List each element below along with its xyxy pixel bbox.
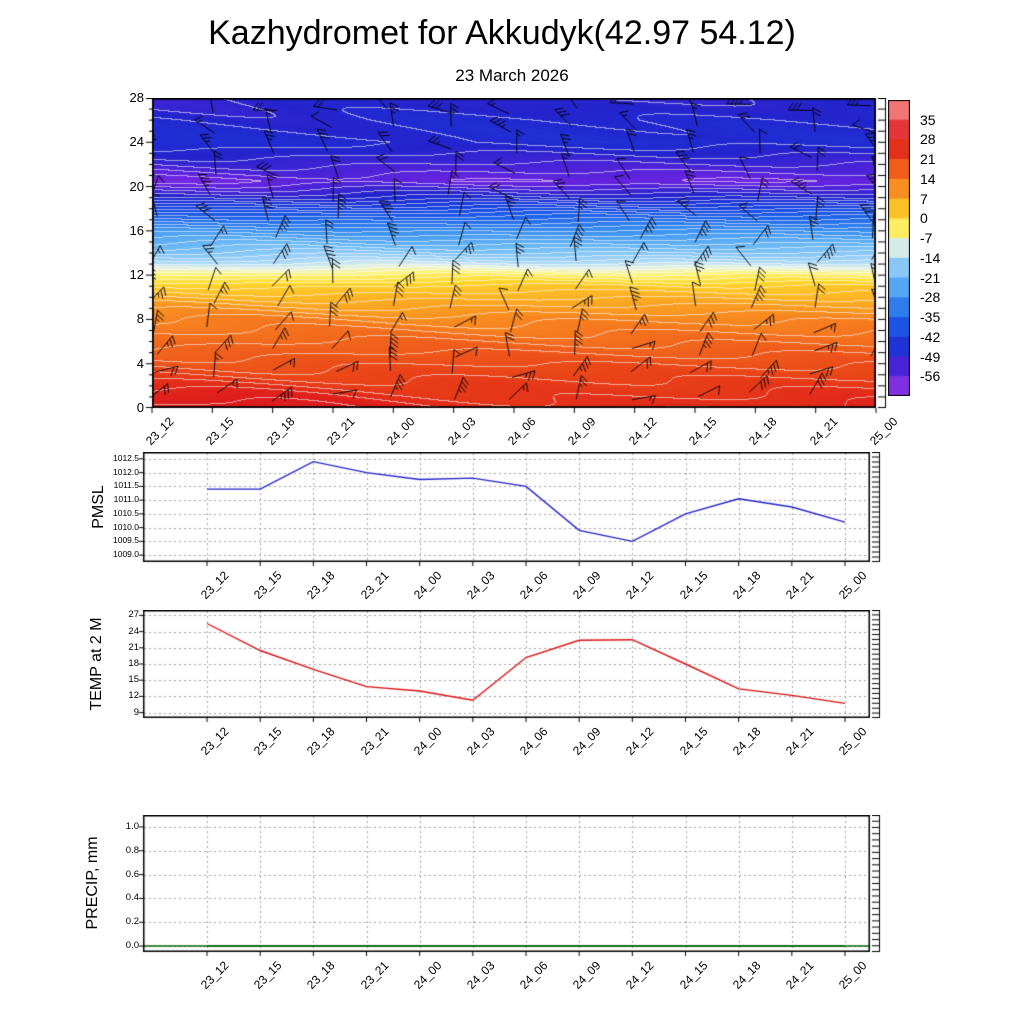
y-tick-label: 0 xyxy=(136,400,144,415)
y-tick-label: 1012.5 xyxy=(113,452,139,463)
y-tick-label: 0.4 xyxy=(125,892,139,904)
y-tick-label: 21 xyxy=(128,641,139,653)
y-tick-label: 1009.0 xyxy=(113,549,139,560)
y-tick-label: 1010.5 xyxy=(113,507,139,518)
y-tick-label: 27 xyxy=(128,609,139,621)
y-tick-label: 20 xyxy=(129,178,144,194)
y-tick-label: 18 xyxy=(128,658,139,669)
y-tick-label: 0.2 xyxy=(125,916,139,928)
precip-canvas xyxy=(135,815,898,966)
colorbar-tick-label: -21 xyxy=(920,269,941,286)
y-tick-label: 0.8 xyxy=(125,844,139,856)
y-tick-label: 1012.0 xyxy=(113,466,139,477)
colorbar-tick-label: -35 xyxy=(920,309,941,326)
page-title: Kazhydromet for Akkudyk(42.97 54.12) xyxy=(208,14,796,52)
cross-section-panel: 0 4 8 12 16 20 24 28 23_12 23_15 23_18 23_21 24_00 24… xyxy=(130,90,906,448)
colorbar-tick-label: -56 xyxy=(920,368,941,385)
y-tick-label: 1011.5 xyxy=(113,480,139,491)
colorbar-tick-label: 14 xyxy=(920,170,936,187)
y-tick-label: 12 xyxy=(129,267,144,283)
colorbar-canvas xyxy=(888,100,910,396)
colorbar-tick-label: -7 xyxy=(920,230,933,247)
colorbar-tick-label: 0 xyxy=(920,210,928,227)
colorbar-tick-label: -49 xyxy=(920,348,941,365)
colorbar-tick-label: 28 xyxy=(920,131,936,148)
y-tick-label: 1.0 xyxy=(125,820,139,832)
cross-section-canvas xyxy=(142,98,906,422)
y-tick-label: 15 xyxy=(128,674,139,686)
precip-panel: PRECIP, mm 0.0 0.2 0.4 0.6 0.8 1.0 23_12 23_15 2… xyxy=(84,815,898,992)
colorbar-tick-label: 35 xyxy=(920,111,936,128)
y-tick-label: 12 xyxy=(128,690,139,702)
colorbar-tick-label: -28 xyxy=(920,289,941,306)
y-tick-label: 16 xyxy=(129,222,144,238)
y-tick-label: 24 xyxy=(128,625,139,637)
temp2m-panel: TEMP at 2 M 9 12 15 18 21 24 27 23_12 23_15 23_18… xyxy=(88,609,898,758)
y-tick-label: 1011.0 xyxy=(113,494,139,505)
date-subtitle: 23 March 2026 xyxy=(455,66,569,85)
colorbar-tick-label: -14 xyxy=(920,249,941,266)
y-tick-label: 9 xyxy=(133,706,139,718)
temperature-colorbar: 35 28 21 14 7 0 -7 -14 -21 -28 -35 -42 -49 -56 xyxy=(888,100,1018,410)
y-tick-label: 1009.5 xyxy=(113,535,139,546)
y-tick-label: 8 xyxy=(136,311,144,327)
colorbar-tick-label: -42 xyxy=(920,328,941,345)
temp2m-canvas xyxy=(135,610,898,732)
pmsl-panel: PMSL 1009.0 1009.5 1010.0 1010.5 1011.0 1011.… xyxy=(90,452,898,602)
colorbar-tick-label: 7 xyxy=(920,190,928,207)
pmsl-canvas xyxy=(135,452,898,576)
y-tick-label: 0.6 xyxy=(125,868,139,880)
y-tick-label: 4 xyxy=(136,355,144,371)
y-tick-label: 24 xyxy=(129,134,144,150)
colorbar-tick-label: 21 xyxy=(920,151,936,168)
y-tick-label: 28 xyxy=(129,90,144,105)
y-tick-label: 0.0 xyxy=(125,940,139,952)
y-tick-label: 1010.0 xyxy=(113,521,139,532)
